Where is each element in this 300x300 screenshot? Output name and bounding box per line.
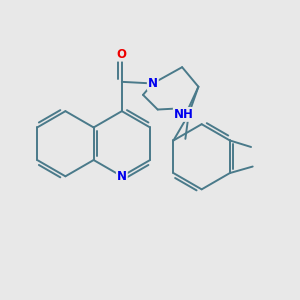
Text: O: O (117, 48, 127, 61)
Text: NH: NH (174, 108, 194, 121)
Text: N: N (117, 170, 127, 183)
Text: N: N (148, 77, 158, 90)
